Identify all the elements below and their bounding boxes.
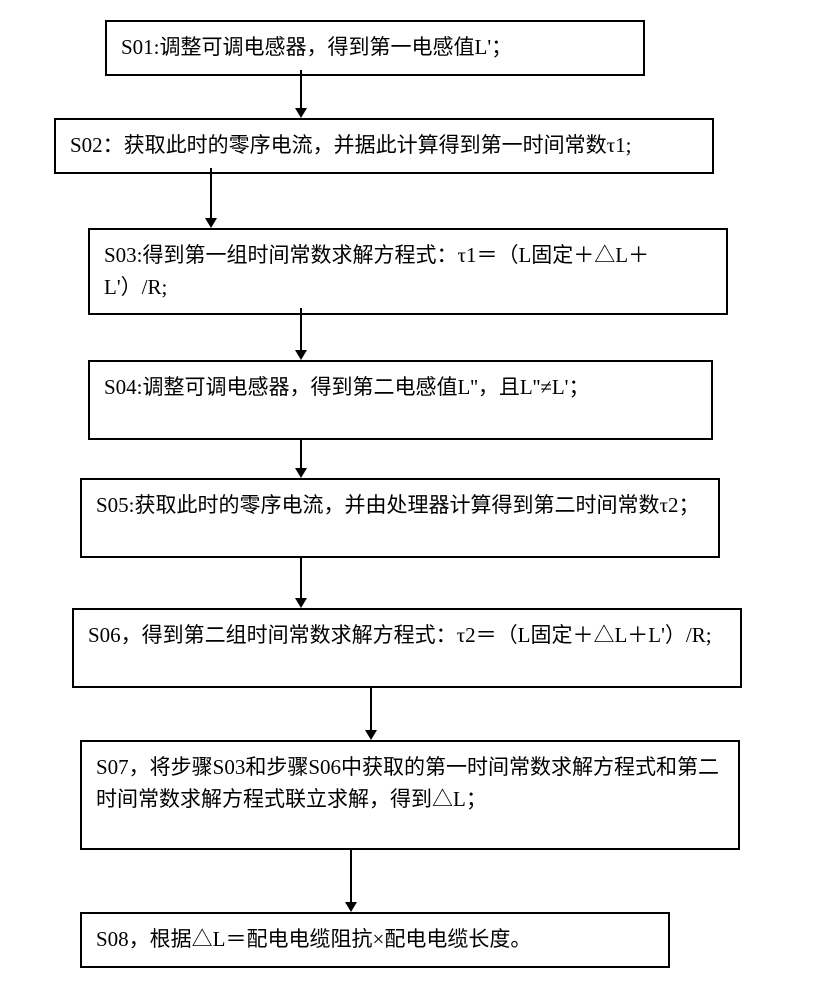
arrow-head-icon [295, 108, 307, 118]
arrow-s06-s07 [370, 688, 372, 730]
arrow-head-icon [345, 902, 357, 912]
arrow-head-icon [295, 350, 307, 360]
arrow-head-icon [205, 218, 217, 228]
arrow-head-icon [295, 468, 307, 478]
arrow-s05-s06 [300, 558, 302, 598]
flow-node-s06: S06，得到第二组时间常数求解方程式：τ2＝（L固定＋△L＋L'）/R; [72, 608, 742, 688]
flow-node-s02: S02：获取此时的零序电流，并据此计算得到第一时间常数τ1; [54, 118, 714, 174]
flow-node-s01: S01:调整可调电感器，得到第一电感值L'； [105, 20, 645, 76]
flow-node-s05: S05:获取此时的零序电流，并由处理器计算得到第二时间常数τ2； [80, 478, 720, 558]
flow-node-s07: S07，将步骤S03和步骤S06中获取的第一时间常数求解方程式和第二时间常数求解… [80, 740, 740, 850]
arrow-s02-s03 [210, 168, 212, 218]
arrow-s01-s02 [300, 70, 302, 108]
flow-node-s08: S08，根据△L＝配电电缆阻抗×配电电缆长度。 [80, 912, 670, 968]
arrow-head-icon [365, 730, 377, 740]
arrow-s03-s04 [300, 308, 302, 350]
flowchart-container: S01:调整可调电感器，得到第一电感值L'； S02：获取此时的零序电流，并据此计… [0, 0, 823, 1000]
arrow-head-icon [295, 598, 307, 608]
arrow-s07-s08 [350, 850, 352, 902]
flow-node-s04: S04:调整可调电感器，得到第二电感值L''，且L''≠L'； [88, 360, 713, 440]
arrow-s04-s05 [300, 440, 302, 468]
flow-node-s03: S03:得到第一组时间常数求解方程式：τ1＝（L固定＋△L＋L'）/R; [88, 228, 728, 315]
